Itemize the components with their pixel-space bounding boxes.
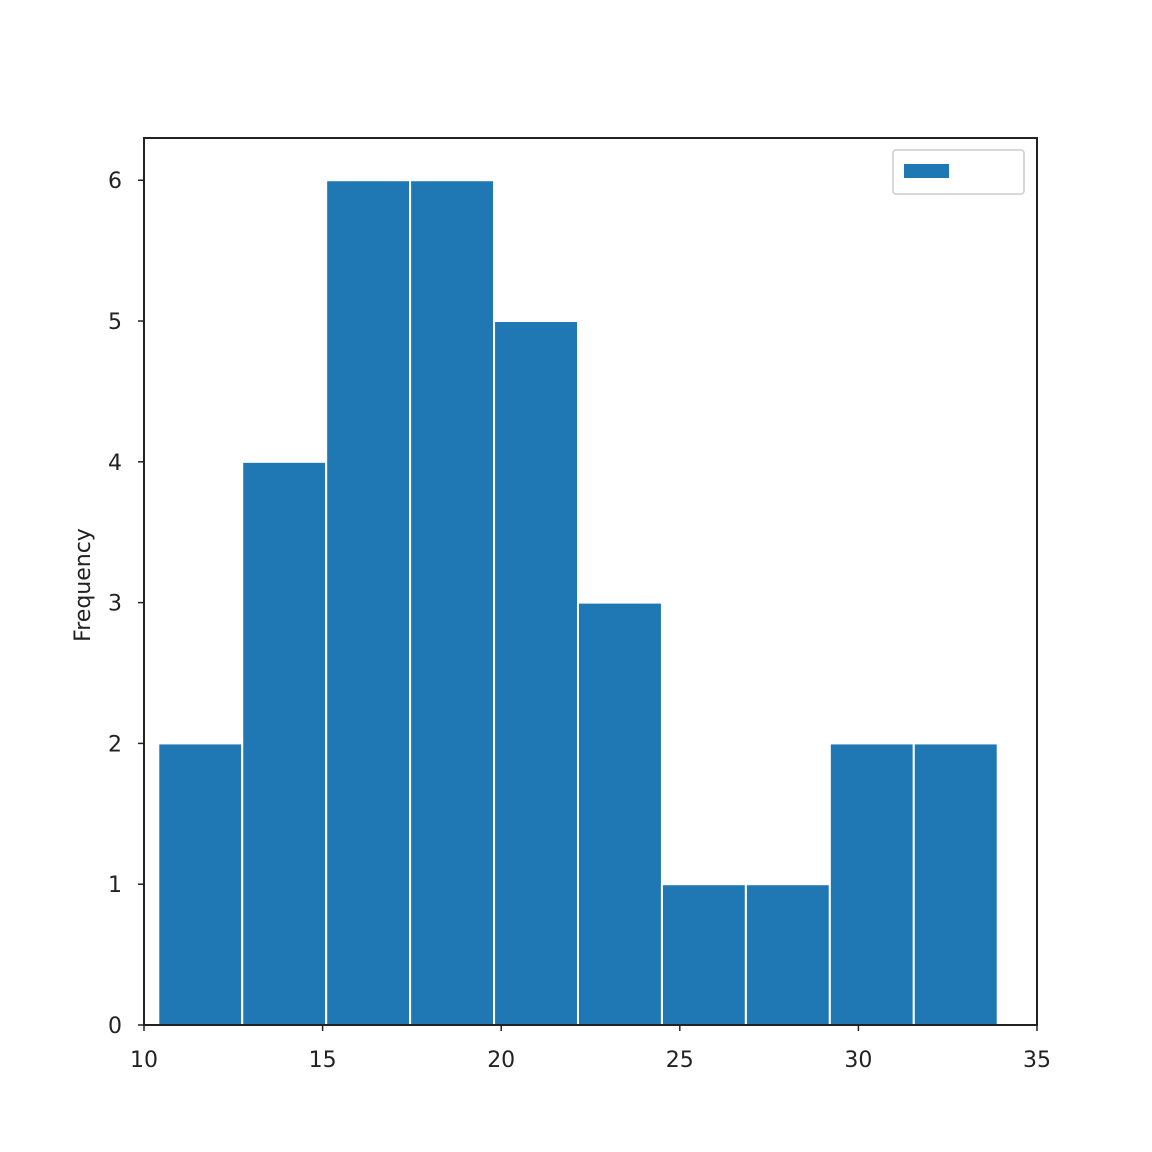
y-tick-label: 2 (108, 732, 122, 757)
legend-swatch (904, 164, 949, 178)
x-tick-label: 10 (130, 1048, 158, 1073)
histogram-bar-6 (576, 601, 663, 1026)
histogram-bar-3 (325, 179, 412, 1026)
bars-group (157, 179, 999, 1027)
x-tick-label: 25 (666, 1048, 694, 1073)
x-tick-label: 20 (487, 1048, 515, 1073)
histogram-bar-2 (241, 460, 328, 1027)
y-tick-label: 6 (108, 169, 122, 194)
histogram-bar-5 (493, 320, 579, 1026)
y-tick-label: 5 (108, 310, 122, 335)
histogram-bar-4 (409, 179, 496, 1026)
y-tick-label: 4 (108, 451, 122, 476)
histogram-bar-1 (157, 742, 244, 1027)
histogram-bar-9 (828, 742, 915, 1027)
y-tick-label: 0 (108, 1014, 122, 1039)
x-tick-label: 35 (1023, 1048, 1051, 1073)
axes-frame (143, 137, 1038, 1026)
y-axis-label: Frequency (71, 528, 96, 642)
legend-frame (892, 149, 1025, 195)
x-tick-label: 30 (844, 1048, 872, 1073)
histogram-bar-10 (912, 742, 999, 1027)
x-axis-ticks: 10 15 20 25 30 35 (130, 1025, 1051, 1073)
histogram-bar-8 (744, 883, 831, 1027)
y-axis-ticks: 0 1 2 3 4 5 6 (108, 169, 144, 1039)
x-tick-label: 15 (309, 1048, 337, 1073)
y-tick-label: 1 (108, 873, 122, 898)
histogram-bar-7 (660, 883, 747, 1027)
y-tick-label: 3 (108, 592, 122, 617)
legend (892, 149, 1025, 195)
